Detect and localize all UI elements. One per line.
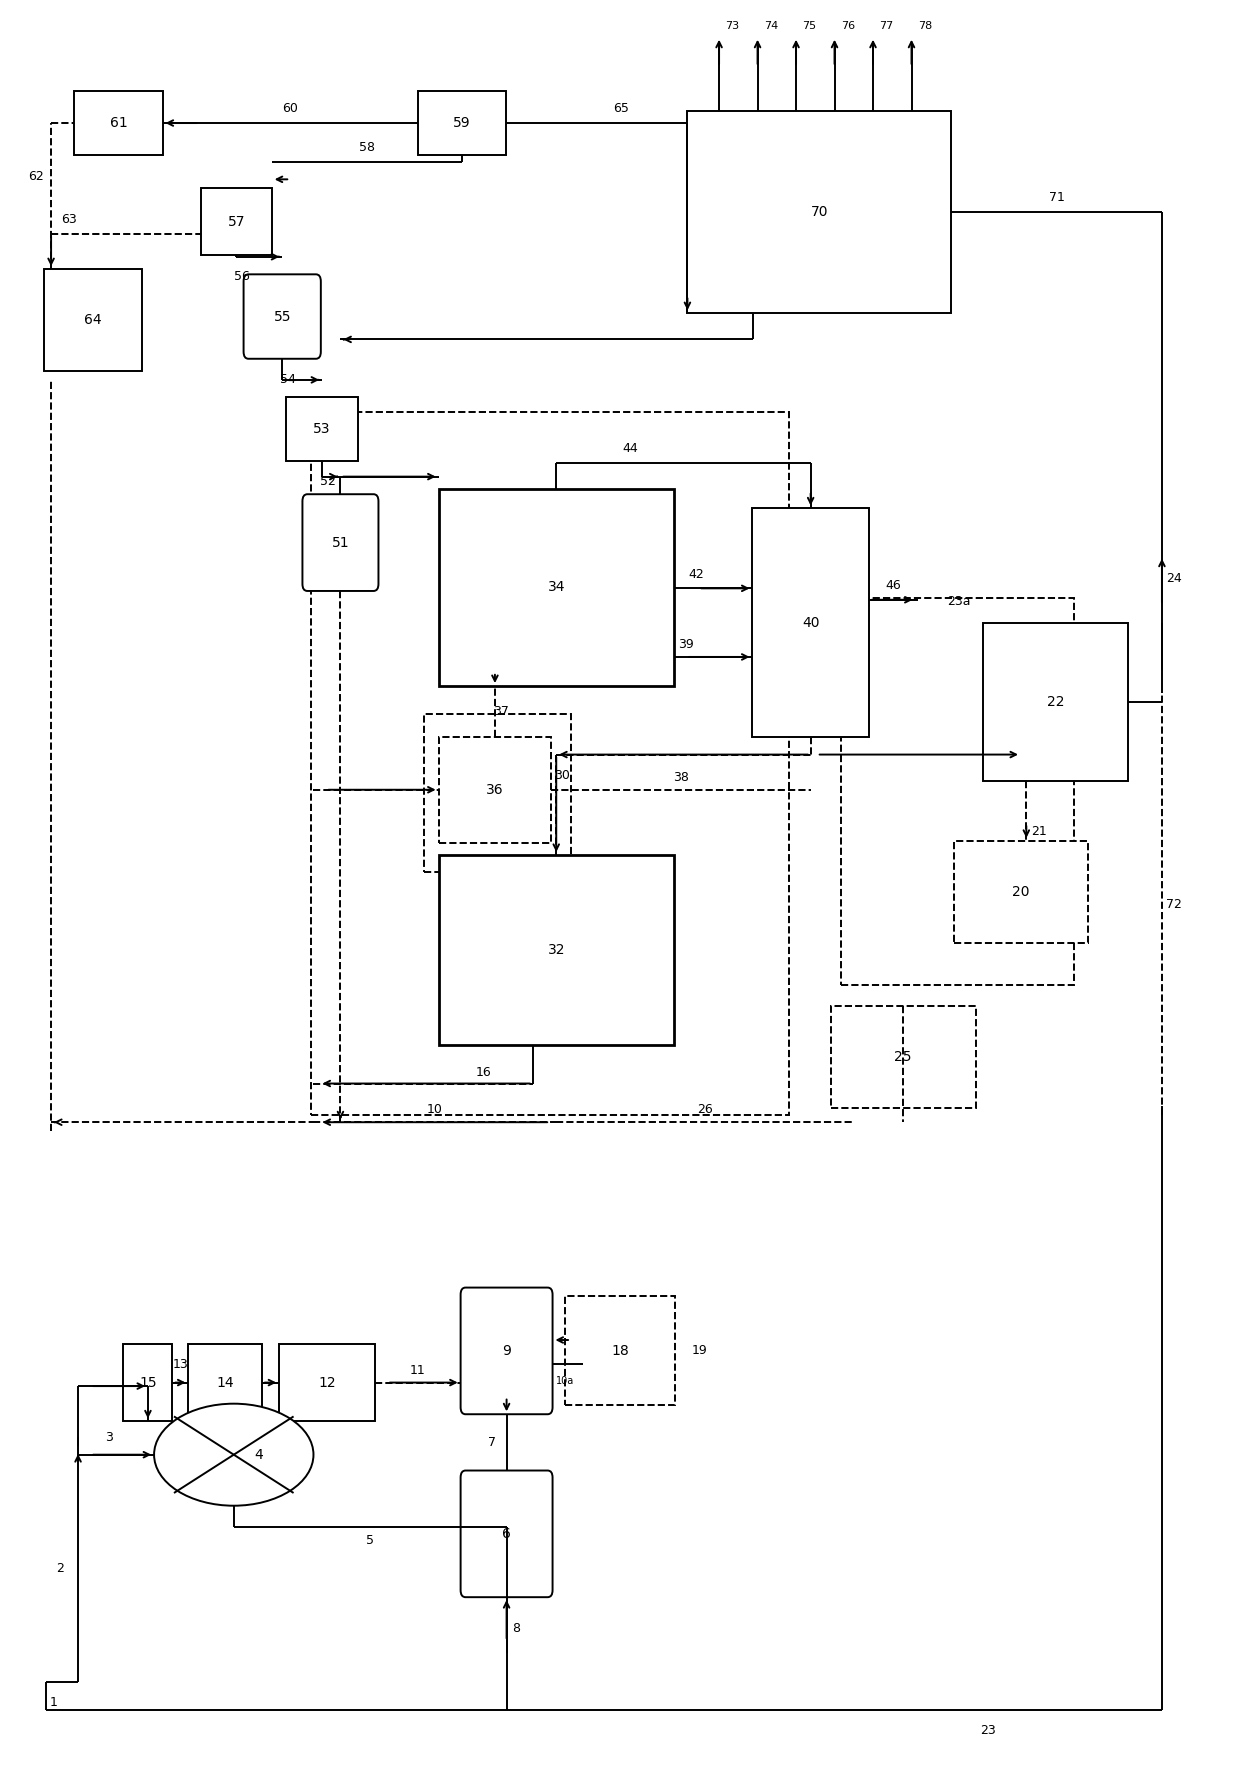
Bar (124, 1344, 172, 1422)
Text: 72: 72 (1167, 897, 1182, 911)
Bar (439, 489, 675, 686)
Text: 16: 16 (476, 1067, 491, 1080)
Bar (188, 1344, 262, 1422)
Bar (439, 855, 675, 1044)
Bar (831, 1005, 976, 1108)
FancyBboxPatch shape (243, 275, 321, 358)
Text: 36: 36 (486, 782, 503, 796)
Text: 65: 65 (614, 103, 629, 115)
Text: 15: 15 (139, 1376, 156, 1390)
Bar (954, 840, 1089, 943)
Text: 70: 70 (811, 206, 828, 218)
Text: 23: 23 (980, 1725, 996, 1738)
Text: 20: 20 (1012, 885, 1029, 899)
Bar (43, 269, 141, 371)
Bar (279, 1344, 374, 1422)
FancyBboxPatch shape (303, 495, 378, 590)
Text: 53: 53 (314, 422, 331, 436)
Text: 25: 25 (894, 1050, 911, 1064)
Text: 46: 46 (885, 580, 901, 592)
Text: 10: 10 (427, 1103, 443, 1117)
Text: 51: 51 (331, 535, 350, 550)
Text: 55: 55 (274, 310, 291, 323)
Text: 4: 4 (254, 1449, 263, 1461)
Text: 39: 39 (678, 638, 694, 651)
Text: 22: 22 (1047, 695, 1064, 709)
Text: 74: 74 (764, 21, 777, 32)
Text: 34: 34 (548, 580, 565, 594)
Bar (311, 411, 789, 1115)
Text: 24: 24 (1167, 573, 1182, 585)
Text: 30: 30 (554, 769, 570, 782)
Text: 73: 73 (725, 21, 739, 32)
FancyBboxPatch shape (460, 1287, 553, 1415)
Bar (201, 188, 272, 255)
Text: 14: 14 (216, 1376, 234, 1390)
Text: 11: 11 (409, 1363, 425, 1378)
Bar (565, 1296, 675, 1406)
Text: 13: 13 (172, 1358, 188, 1372)
Bar (418, 92, 506, 154)
Text: 38: 38 (673, 771, 689, 784)
Text: 18: 18 (611, 1344, 629, 1358)
Text: 77: 77 (879, 21, 893, 32)
Bar (983, 622, 1127, 780)
Bar (841, 598, 1074, 986)
Text: 8: 8 (512, 1622, 521, 1635)
Text: 59: 59 (453, 115, 471, 129)
Text: 37: 37 (494, 706, 508, 718)
Text: 42: 42 (688, 567, 704, 582)
Text: 5: 5 (366, 1534, 374, 1548)
Text: 32: 32 (548, 943, 565, 957)
Text: 2: 2 (56, 1562, 63, 1574)
Text: 44: 44 (622, 441, 637, 456)
Bar (286, 397, 357, 461)
Text: 60: 60 (283, 103, 298, 115)
Text: 56: 56 (234, 269, 250, 282)
Text: 12: 12 (319, 1376, 336, 1390)
Text: 7: 7 (487, 1436, 496, 1449)
Text: 58: 58 (358, 142, 374, 154)
Text: 62: 62 (29, 170, 45, 183)
Text: 3: 3 (104, 1431, 113, 1443)
Text: 61: 61 (109, 115, 128, 129)
Text: 75: 75 (802, 21, 816, 32)
Text: 1: 1 (50, 1697, 57, 1709)
Text: 6: 6 (502, 1527, 511, 1541)
Text: 40: 40 (802, 615, 820, 629)
Text: 57: 57 (227, 215, 246, 229)
Text: 76: 76 (841, 21, 854, 32)
FancyBboxPatch shape (460, 1470, 553, 1597)
Text: 23a: 23a (946, 596, 970, 608)
Text: 26: 26 (697, 1103, 713, 1117)
Text: 21: 21 (1030, 826, 1047, 839)
Text: 19: 19 (692, 1344, 708, 1358)
Text: 10a: 10a (556, 1376, 574, 1386)
Text: 54: 54 (280, 374, 296, 387)
Ellipse shape (154, 1404, 314, 1505)
Text: 63: 63 (62, 213, 77, 227)
Text: 52: 52 (320, 475, 336, 488)
Text: 78: 78 (918, 21, 932, 32)
Bar (687, 110, 951, 314)
Bar (753, 509, 869, 738)
Text: 71: 71 (1049, 191, 1064, 204)
Text: 64: 64 (84, 314, 102, 326)
Bar (439, 738, 552, 842)
Text: 9: 9 (502, 1344, 511, 1358)
Bar (74, 92, 162, 154)
Bar (424, 715, 570, 872)
